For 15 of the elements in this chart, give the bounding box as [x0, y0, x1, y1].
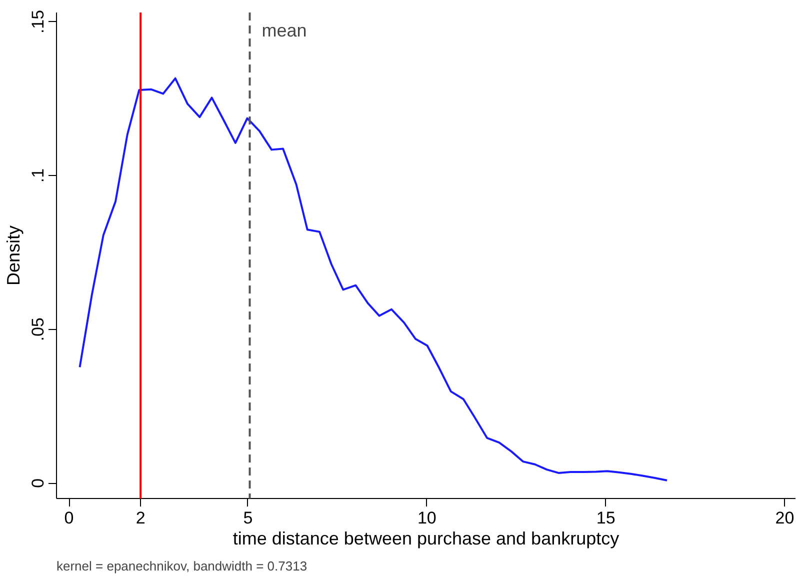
x-axis-title: time distance between purchase and bankruptcy	[232, 528, 620, 548]
x-tick-label: 15	[596, 508, 616, 528]
x-tick-label: 10	[417, 508, 436, 528]
line-series	[78, 77, 668, 482]
text: kernel = epanechnikov, bandwidth = 0.7313	[56, 558, 308, 574]
x-tick-label: 2	[136, 508, 146, 528]
y-tick-label: .1	[28, 168, 48, 183]
x-tick-label: 0	[64, 508, 74, 528]
x-tick-label: 20	[775, 508, 794, 528]
y-tick-label: .05	[28, 318, 48, 342]
y-tick-label: .15	[28, 10, 48, 34]
y-tick-label: 0	[28, 478, 48, 488]
ref-line-label: mean	[262, 20, 307, 40]
y-axis-title: Density	[4, 225, 24, 286]
x-tick-label: 5	[243, 508, 253, 528]
